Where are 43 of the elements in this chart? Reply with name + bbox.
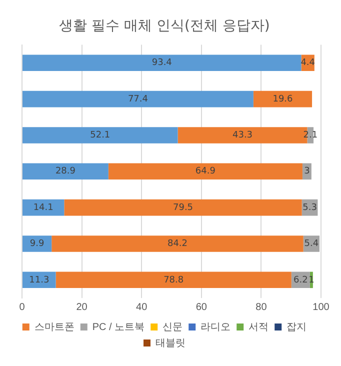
data-label: 3	[304, 166, 310, 177]
data-label: 77.4	[128, 94, 148, 104]
data-label: 28.9	[55, 166, 76, 177]
chart-title: 생활 필수 매체 인식(전체 응답자)	[59, 18, 270, 34]
bar	[22, 127, 178, 144]
legend-label: 스마트폰	[34, 322, 74, 333]
data-label: 5.4	[304, 239, 319, 250]
bar	[52, 236, 304, 252]
bar	[22, 236, 52, 252]
data-label: 6.2	[294, 275, 308, 286]
data-label: 93.4	[152, 58, 172, 68]
data-label: 11.3	[29, 275, 50, 286]
data-label: 14.1	[33, 202, 54, 213]
legend-label: PC / 노트북	[92, 322, 145, 333]
x-tick-label: 20	[76, 302, 88, 313]
legend-label: 신문	[162, 322, 183, 333]
data-label: 5.3	[302, 202, 317, 213]
data-label: 52.1	[90, 130, 110, 141]
data-label: 9.9	[30, 239, 44, 250]
data-label: 64.9	[195, 166, 216, 177]
x-tick-label: 80	[256, 302, 268, 313]
x-tick-label: 40	[136, 302, 148, 313]
bar	[64, 199, 302, 216]
data-label: 84.2	[167, 239, 188, 250]
x-tick-label: 60	[196, 302, 208, 313]
x-tick-label: 100	[312, 302, 330, 313]
bar	[22, 163, 108, 180]
bar	[253, 90, 312, 108]
legend-label: 서적	[248, 322, 269, 333]
legend-label: 태블릿	[156, 338, 186, 349]
data-label: 78.8	[164, 275, 184, 286]
legend-label: 잡지	[286, 322, 307, 333]
bar	[22, 272, 56, 288]
x-tick-label: 0	[19, 302, 26, 313]
bar	[22, 90, 254, 108]
data-label: 43.3	[232, 130, 253, 141]
data-label: 19.6	[272, 94, 294, 104]
bar	[56, 272, 292, 288]
bar	[108, 163, 302, 180]
legend-label: 라디오	[200, 322, 231, 333]
bar	[22, 54, 302, 72]
bar	[22, 199, 64, 216]
data-label: 79.5	[172, 202, 194, 213]
